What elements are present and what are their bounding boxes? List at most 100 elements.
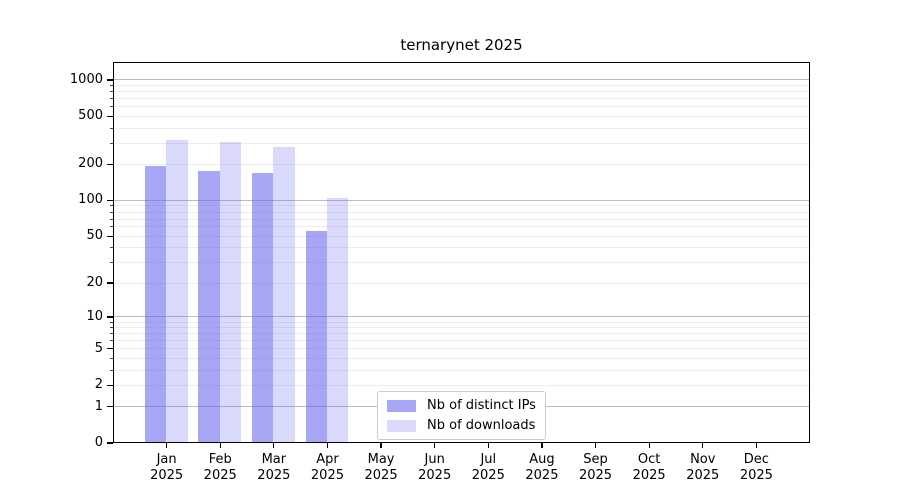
x-label-month: Dec — [743, 452, 769, 467]
gridline-minor — [113, 98, 810, 100]
y-minor-tick — [109, 247, 113, 249]
bar-distinct-ips — [251, 173, 274, 443]
x-label-year: 2025 — [310, 468, 344, 483]
y-minor-tick — [109, 327, 113, 329]
gridline-minor — [113, 357, 810, 359]
legend-swatch-downloads — [387, 419, 416, 432]
x-label-year: 2025 — [632, 468, 666, 483]
gridline-minor — [113, 163, 810, 165]
gridline-minor — [113, 91, 810, 93]
x-label-year: 2025 — [739, 468, 773, 483]
y-minor-tick — [109, 205, 113, 207]
gridline-minor — [113, 115, 810, 117]
gridline-minor — [113, 333, 810, 335]
legend-entry-downloads: Nb of downloads — [387, 418, 536, 433]
x-label-month: Jun — [424, 452, 445, 467]
legend-swatch-distinct-ips — [387, 399, 416, 412]
x-label-month: Apr — [316, 452, 339, 467]
chart-title: ternarynet 2025 — [400, 36, 523, 54]
y-minor-tick — [109, 211, 113, 213]
x-label-year: 2025 — [150, 468, 184, 483]
bar-downloads — [166, 140, 188, 443]
y-tick — [107, 442, 113, 444]
y-tick-label: 5 — [94, 340, 103, 356]
y-minor-tick — [109, 340, 113, 342]
gridline-minor — [113, 282, 810, 284]
plot-area: Nb of distinct IPs Nb of downloads 0 1 2 5 1… — [70, 62, 810, 483]
gridline-minor — [113, 340, 810, 342]
x-tick-label: Oct 2025 — [617, 452, 681, 484]
x-label-month: Jan — [156, 452, 177, 467]
bar-distinct-ips — [198, 171, 220, 443]
y-minor-tick — [109, 91, 113, 93]
y-tick — [107, 79, 113, 81]
gridline-minor — [113, 106, 810, 108]
gridline-major — [113, 79, 810, 81]
y-tick-label: 1000 — [69, 71, 103, 87]
x-label-year: 2025 — [525, 468, 559, 483]
x-tick — [648, 443, 650, 448]
y-tick-label: 500 — [78, 108, 103, 124]
legend-entry-distinct-ips: Nb of distinct IPs — [387, 398, 536, 413]
y-tick-label: 10 — [86, 308, 103, 324]
gridline-minor — [113, 247, 810, 249]
x-tick-label: Aug 2025 — [510, 452, 574, 484]
x-tick — [487, 443, 489, 448]
y-minor-tick — [109, 226, 113, 228]
gridline-minor — [113, 321, 810, 323]
y-tick — [107, 115, 113, 117]
y-minor-tick — [109, 321, 113, 323]
y-minor-tick — [109, 98, 113, 100]
x-label-year: 2025 — [471, 468, 505, 483]
y-tick-label: 200 — [78, 156, 103, 172]
y-minor-tick — [109, 218, 113, 220]
x-label-month: Oct — [637, 452, 661, 467]
y-tick-label: 1 — [94, 398, 103, 414]
gridline-minor — [113, 218, 810, 220]
y-minor-tick — [109, 369, 113, 371]
y-minor-tick — [109, 142, 113, 144]
y-tick — [107, 384, 113, 386]
y-tick-label: 2 — [94, 377, 103, 393]
x-label-year: 2025 — [418, 468, 452, 483]
x-tick-label: Mar 2025 — [242, 452, 306, 484]
gridline-minor — [113, 327, 810, 329]
y-minor-tick — [109, 106, 113, 108]
x-tick-label: Apr 2025 — [295, 452, 359, 484]
x-tick-label: Sep 2025 — [564, 452, 628, 484]
legend-label-distinct-ips: Nb of distinct IPs — [427, 398, 536, 413]
x-tick — [380, 443, 382, 448]
x-tick — [594, 443, 597, 448]
x-tick — [434, 443, 436, 448]
y-minor-tick — [109, 262, 113, 264]
x-label-month: Feb — [208, 452, 232, 467]
y-minor-tick — [109, 357, 113, 359]
legend-label-downloads: Nb of downloads — [427, 418, 536, 433]
gridline-minor — [113, 348, 810, 350]
legend: Nb of distinct IPs Nb of downloads — [377, 391, 546, 440]
x-tick — [273, 443, 275, 448]
bar-downloads — [273, 147, 295, 443]
x-tick — [326, 443, 329, 448]
gridline-minor — [113, 205, 810, 207]
y-tick-label: 100 — [78, 192, 103, 208]
bar-distinct-ips — [144, 166, 167, 443]
gridline-minor — [113, 226, 810, 228]
y-minor-tick — [109, 84, 113, 86]
x-tick-label: May 2025 — [349, 452, 413, 484]
y-tick — [107, 163, 113, 165]
x-label-month: Mar — [261, 452, 287, 467]
bar-distinct-ips — [305, 230, 327, 443]
gridline-minor — [113, 127, 810, 129]
x-tick-label: Jul 2025 — [456, 452, 520, 484]
gridline-minor — [113, 384, 810, 386]
x-tick — [541, 443, 543, 448]
x-label-year: 2025 — [686, 468, 720, 483]
y-tick-label: 0 — [94, 435, 103, 450]
y-tick — [107, 199, 113, 202]
y-tick — [107, 235, 113, 238]
gridline-minor — [113, 262, 810, 264]
gridline-minor — [113, 84, 810, 86]
x-label-month: May — [367, 452, 395, 467]
y-tick — [107, 316, 113, 318]
